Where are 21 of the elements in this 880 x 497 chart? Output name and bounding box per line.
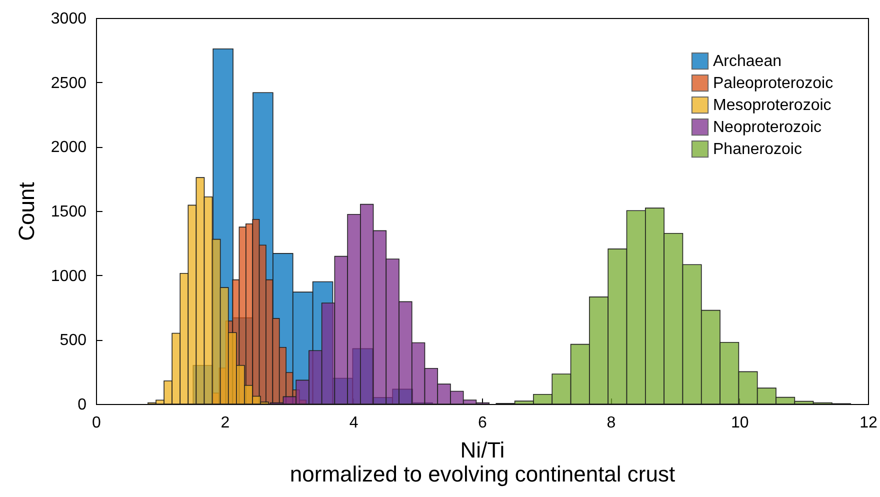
legend-label: Paleoproterozoic: [713, 75, 834, 92]
x-tick-label: 0: [92, 414, 102, 432]
y-tick-label: 0: [78, 396, 87, 414]
y-tick-label: 500: [60, 332, 87, 350]
y-tick-label: 2000: [50, 139, 87, 156]
legend-label: Phanerozoic: [713, 141, 802, 158]
legend-label: Neoproterozoic: [713, 119, 822, 136]
y-axis-title: Count: [14, 182, 39, 241]
legend-label: Archaean: [713, 53, 782, 70]
y-tick-label: 1000: [50, 268, 87, 285]
x-tick-label: 4: [349, 414, 358, 432]
y-tick-label: 3000: [50, 10, 87, 28]
x-tick-label: 12: [860, 414, 878, 432]
x-tick-label: 8: [606, 414, 616, 432]
x-tick-label: 2: [220, 414, 230, 432]
y-tick-label: 2500: [50, 74, 87, 92]
legend-label: Mesoproterozoic: [713, 97, 832, 114]
x-tick-label: 6: [478, 414, 488, 432]
x-tick-label: 10: [730, 414, 749, 432]
y-tick-label: 1500: [50, 204, 87, 220]
x-axis-title: Ni/Ti normalized to evolving continental crust: [290, 438, 676, 486]
